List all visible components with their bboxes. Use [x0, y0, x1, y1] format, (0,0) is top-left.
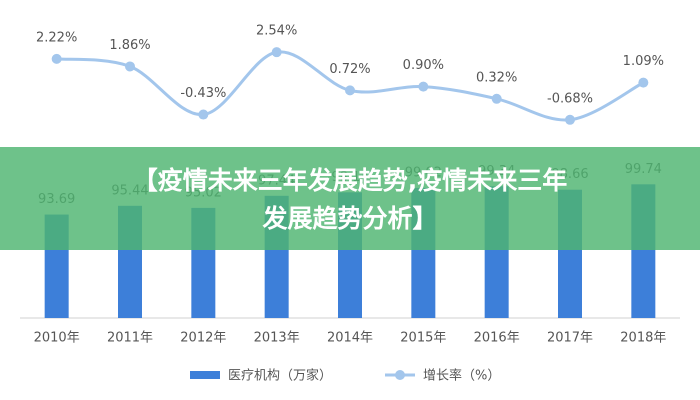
x-tick-label: 2013年 — [254, 331, 300, 346]
line-value-label: 0.90% — [403, 58, 444, 73]
line-point — [51, 53, 62, 64]
line-point — [198, 109, 209, 120]
banner-text: 发展趋势分析】 — [261, 204, 437, 233]
x-tick-label: 2015年 — [400, 331, 446, 346]
line-point — [345, 85, 355, 96]
banner — [0, 147, 700, 250]
line-value-label: 0.72% — [329, 62, 370, 77]
line-value-label: 0.32% — [476, 70, 517, 85]
line-value-label: -0.43% — [180, 86, 226, 101]
line-value-label: -0.68% — [547, 91, 593, 106]
line-point — [418, 81, 429, 92]
line-point — [125, 61, 135, 72]
legend-swatch — [395, 370, 405, 380]
x-tick-label: 2016年 — [474, 331, 520, 346]
x-tick-label: 2017年 — [547, 331, 593, 346]
line-point — [491, 93, 502, 104]
x-tick-label: 2011年 — [107, 331, 153, 346]
line-value-label: 2.54% — [256, 24, 297, 39]
banner-text: 【疫情未来三年发展趋势,疫情未来三年 — [133, 166, 568, 195]
x-tick-label: 2014年 — [327, 331, 373, 346]
legend-swatch — [190, 371, 220, 379]
legend-label: 医疗机构（万家） — [228, 368, 332, 384]
line-value-label: 1.86% — [109, 38, 150, 53]
legend-label: 增长率（%） — [423, 368, 500, 384]
line-value-label: 1.09% — [623, 54, 664, 69]
x-tick-label: 2018年 — [620, 331, 666, 346]
line-point — [638, 77, 649, 88]
line-point — [271, 47, 282, 58]
line-point — [565, 114, 575, 125]
line-value-label: 2.22% — [36, 30, 77, 45]
x-tick-label: 2012年 — [180, 331, 226, 346]
x-tick-label: 2010年 — [34, 331, 80, 346]
